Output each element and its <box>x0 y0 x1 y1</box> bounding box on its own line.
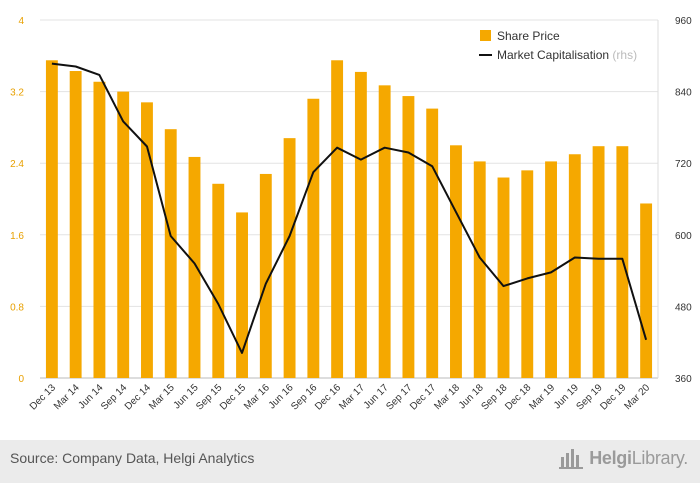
brand-name: HelgiLibrary. <box>589 448 688 469</box>
x-tick-label: Dec 15 <box>218 382 248 412</box>
share-price-bar <box>69 71 82 378</box>
y-left-tick-label: 1.6 <box>10 231 24 242</box>
y-left-tick-label: 2.4 <box>10 159 24 170</box>
left-axis-ticks: 0 0.8 1.6 2.4 3.2 4 <box>10 16 24 385</box>
share-price-bar <box>188 156 201 378</box>
x-tick-label: Mar 20 <box>622 382 652 412</box>
chart-area: 0 0.8 1.6 2.4 3.2 4 360 480 600 720 840 960 Dec 13… <box>10 16 692 413</box>
right-axis-ticks: 360 480 600 720 840 960 <box>675 16 692 385</box>
market-cap-line <box>51 62 648 354</box>
helgi-library-logo-icon <box>559 449 584 469</box>
legend-label-market-cap[interactable]: Market Capitalisation (rhs) <box>497 48 637 62</box>
share-price-bar <box>141 102 153 378</box>
combo-chart: 0 0.8 1.6 2.4 3.2 4 360 480 600 720 840 960 Dec 13… <box>10 16 692 413</box>
share-price-bar <box>497 177 510 378</box>
share-price-bars <box>45 60 653 379</box>
share-price-bar <box>331 60 344 379</box>
legend: Share Price Market Capitalisation (rhs) <box>479 29 637 62</box>
share-price-bar <box>592 146 605 378</box>
y-right-tick-label: 360 <box>675 374 692 385</box>
x-tick-label: Mar 16 <box>242 382 272 412</box>
share-price-bar <box>45 60 58 379</box>
share-price-bar <box>283 138 296 378</box>
y-left-tick-label: 4 <box>18 16 24 27</box>
share-price-bar <box>568 154 581 378</box>
y-right-tick-label: 480 <box>675 302 692 313</box>
y-right-tick-label: 720 <box>675 159 692 170</box>
share-price-bar <box>212 183 225 378</box>
x-tick-label: Dec 16 <box>313 382 343 412</box>
market-cap-polyline <box>51 62 648 354</box>
legend-market-cap-name: Market Capitalisation <box>497 48 609 62</box>
source-text: Source: Company Data, Helgi Analytics <box>10 450 255 466</box>
footer: Source: Company Data, Helgi Analytics He… <box>0 440 700 483</box>
share-price-bar <box>164 129 177 378</box>
share-price-bar <box>378 85 391 379</box>
brand[interactable]: HelgiLibrary. <box>559 447 688 469</box>
share-price-bar <box>307 98 320 378</box>
share-price-bar <box>450 145 462 378</box>
x-tick-label: Mar 18 <box>432 382 462 412</box>
share-price-bar <box>259 173 272 378</box>
y-right-tick-label: 600 <box>675 231 692 242</box>
y-right-tick-label: 960 <box>675 16 692 27</box>
share-price-bar <box>236 212 248 378</box>
share-price-bar <box>545 161 557 378</box>
x-tick-label: Mar 19 <box>527 382 557 412</box>
y-right-tick-label: 840 <box>675 88 692 99</box>
x-tick-label: Mar 17 <box>337 382 367 412</box>
y-left-tick-label: 0 <box>18 374 24 385</box>
share-price-bar <box>93 81 106 378</box>
share-price-bar <box>117 91 130 378</box>
legend-rhs-suffix: (rhs) <box>612 48 637 62</box>
share-price-bar <box>640 203 653 378</box>
x-tick-label: Dec 17 <box>408 382 438 412</box>
x-tick-label: Dec 14 <box>123 382 153 412</box>
brand-name-light: Library. <box>631 447 689 468</box>
x-tick-label: Dec 13 <box>28 382 58 412</box>
legend-label-share-price[interactable]: Share Price <box>497 29 560 43</box>
share-price-bar <box>426 108 439 378</box>
x-tick-label: Dec 19 <box>598 382 628 412</box>
share-price-bar <box>402 96 415 378</box>
y-left-tick-label: 3.2 <box>10 88 24 99</box>
x-tick-label: Dec 18 <box>503 382 533 412</box>
brand-name-bold: Helgi <box>589 447 632 468</box>
x-tick-label: Mar 14 <box>52 382 82 412</box>
share-price-bar <box>521 170 534 378</box>
y-left-tick-label: 0.8 <box>10 302 24 313</box>
share-price-bar <box>473 161 486 378</box>
gridlines <box>40 19 659 379</box>
x-tick-label: Mar 15 <box>147 382 177 412</box>
share-price-bar <box>354 71 367 378</box>
legend-swatch-share-price[interactable] <box>480 30 491 41</box>
